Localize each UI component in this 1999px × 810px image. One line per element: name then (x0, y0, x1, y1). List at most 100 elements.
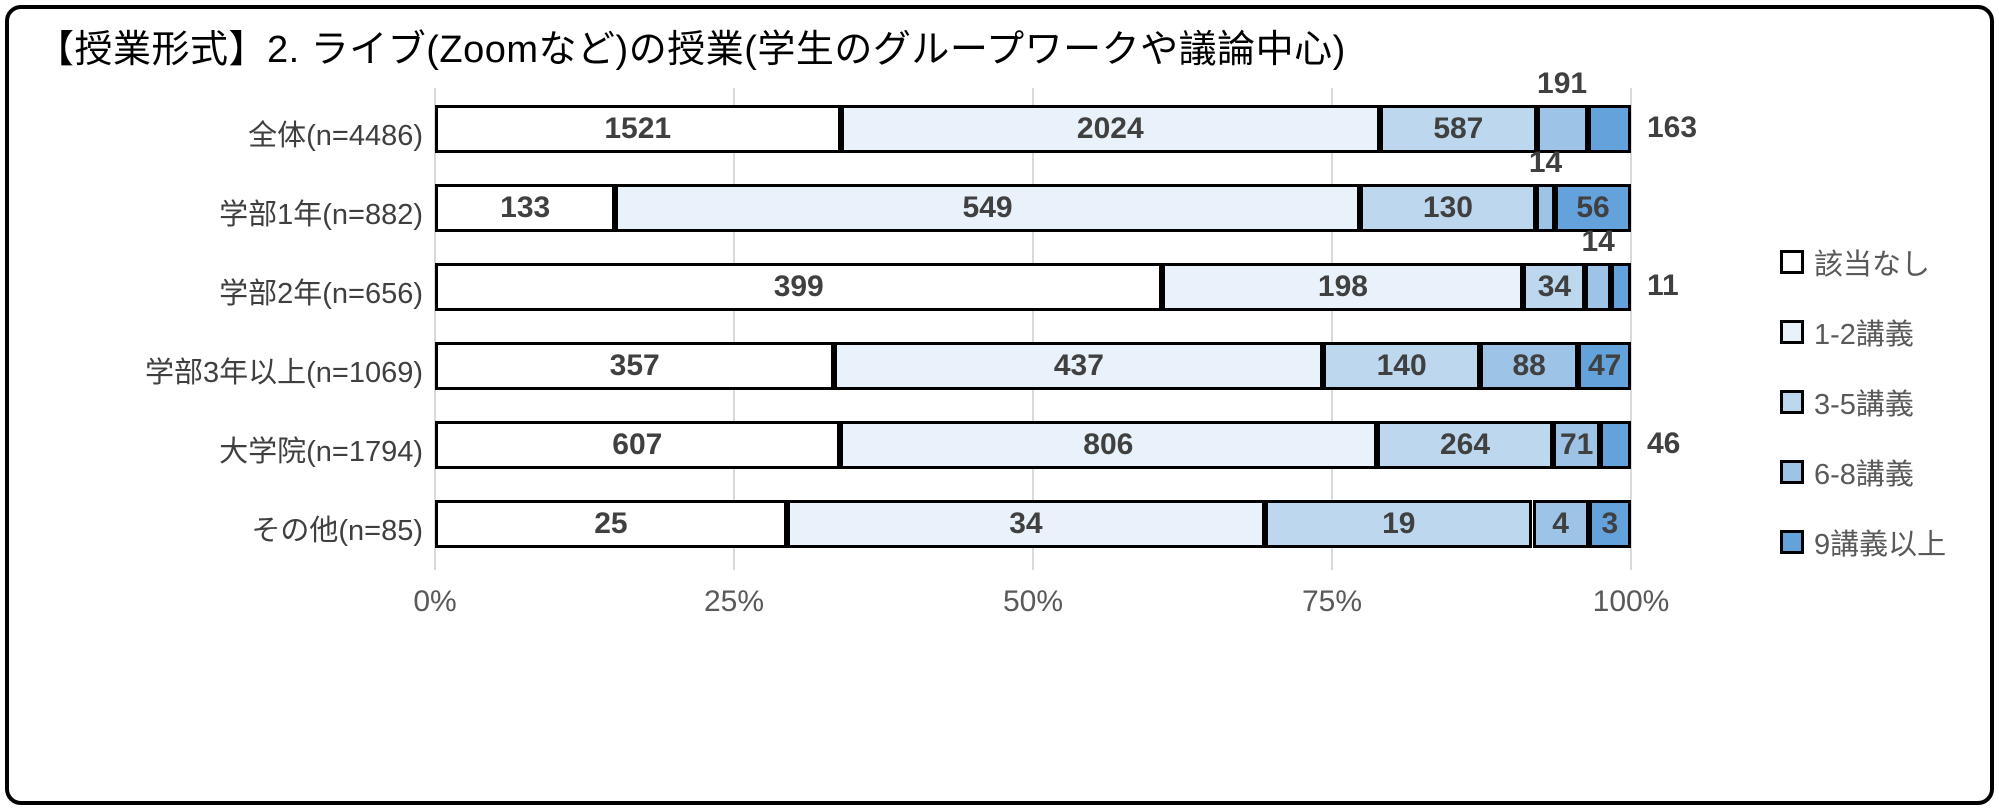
bar-segment-9講義以上: 56 (1555, 184, 1631, 232)
bar-row: 399 198 34 (435, 263, 1631, 311)
legend-swatch (1780, 530, 1804, 554)
bar-segment-1-2講義: 437 (834, 342, 1324, 390)
bar-segment-該当なし: 607 (435, 421, 840, 469)
category-label: 全体(n=4486) (248, 120, 423, 152)
data-label: 19 (1382, 507, 1416, 540)
bar-segment-1-2講義: 34 (786, 500, 1266, 548)
bar-segment-6-8講義 (1536, 105, 1588, 153)
x-tick-label: 0% (413, 585, 457, 618)
legend-label: 6-8講義 (1814, 459, 1914, 491)
data-label: 549 (962, 191, 1013, 224)
data-label-right: 163 (1647, 111, 1698, 144)
gridline-0% (434, 88, 436, 570)
bar-segment-3-5講義: 264 (1377, 421, 1553, 469)
data-label: 47 (1588, 349, 1622, 382)
legend-swatch (1780, 390, 1804, 414)
data-label: 25 (594, 507, 628, 540)
x-tick-label: 50% (1002, 585, 1064, 618)
bar-segment-該当なし: 1521 (435, 105, 841, 153)
bar-row: 25 34 19 4 3 (435, 500, 1631, 548)
bar-segment-6-8講義: 71 (1553, 421, 1601, 469)
gridline-75% (1331, 88, 1333, 570)
data-label: 71 (1559, 428, 1594, 461)
bar-segment-該当なし: 399 (435, 263, 1163, 311)
data-label: 56 (1576, 191, 1610, 224)
bar-segment-3-5講義: 130 (1359, 184, 1537, 232)
bar-segment-該当なし: 133 (435, 184, 616, 232)
data-label: 437 (1053, 349, 1104, 382)
bar-segment-該当なし: 357 (435, 342, 835, 390)
data-label: 3 (1601, 507, 1619, 540)
data-label-above: 191 (1537, 67, 1588, 100)
bar-segment-9講義以上: 47 (1578, 342, 1631, 390)
data-label: 806 (1083, 428, 1134, 461)
bar-segment-3-5講義: 34 (1523, 263, 1586, 311)
data-label: 34 (1537, 270, 1572, 303)
bar-segment-1-2講義: 549 (615, 184, 1360, 232)
data-label: 399 (773, 270, 824, 303)
data-label-right: 46 (1647, 427, 1681, 460)
bar-segment-3-5講義: 140 (1323, 342, 1480, 390)
data-label: 140 (1376, 349, 1427, 382)
bar-segment-6-8講義 (1585, 263, 1611, 311)
category-label: 大学院(n=1794) (219, 436, 423, 468)
data-label: 2024 (1076, 112, 1144, 145)
x-tick-label: 75% (1301, 585, 1363, 618)
chart-title: 【授業形式】2. ライブ(Zoomなど)の授業(学生のグループワークや議論中心) (36, 29, 1346, 71)
legend-item-該当なし: 該当なし (1780, 241, 1930, 283)
gridline-100% (1630, 88, 1632, 570)
bar-segment-6-8講義: 88 (1479, 342, 1579, 390)
data-label: 88 (1512, 349, 1546, 382)
data-label-above: 14 (1581, 225, 1615, 258)
category-label: 学部2年(n=656) (219, 278, 423, 310)
x-tick-label: 25% (703, 585, 765, 618)
data-label: 264 (1439, 428, 1491, 461)
legend-swatch (1780, 320, 1804, 344)
legend-label: 9講義以上 (1814, 529, 1947, 561)
bar-segment-9講義以上 (1587, 105, 1631, 153)
legend-item-3-5講義: 3-5講義 (1780, 381, 1914, 423)
legend-label: 該当なし (1814, 249, 1931, 281)
bar-segment-9講義以上 (1610, 263, 1631, 311)
legend-item-9講義以上: 9講義以上 (1780, 521, 1946, 563)
legend-item-6-8講義: 6-8講義 (1780, 451, 1914, 493)
data-label: 130 (1422, 191, 1473, 224)
bar-segment-9講義以上: 3 (1588, 500, 1631, 548)
bar-row: 133 549 130 56 (435, 184, 1631, 232)
data-label: 1521 (604, 112, 672, 145)
bar-segment-1-2講義: 806 (839, 421, 1377, 469)
category-label: 学部3年以上(n=1069) (144, 357, 423, 389)
data-label-right: 11 (1647, 269, 1679, 302)
bar-row: 607 806 264 71 (435, 421, 1631, 469)
bar-segment-6-8講義: 4 (1532, 500, 1589, 548)
bar-segment-1-2講義: 2024 (840, 105, 1381, 153)
data-label: 607 (612, 428, 663, 461)
legend-swatch (1780, 460, 1804, 484)
category-label: その他(n=85) (251, 515, 423, 547)
data-label-above: 14 (1528, 146, 1563, 179)
bar-segment-3-5講義: 19 (1265, 500, 1533, 548)
data-label: 4 (1552, 507, 1569, 540)
bar-segment-3-5講義: 587 (1380, 105, 1537, 153)
bar-segment-6-8講義 (1536, 184, 1556, 232)
legend-item-1-2講義: 1-2講義 (1780, 311, 1914, 353)
bar-row: 1521 2024 587 (435, 105, 1631, 153)
legend-swatch (1780, 250, 1804, 274)
data-label: 34 (1009, 507, 1043, 540)
bar-row: 357 437 140 88 47 (435, 342, 1631, 390)
data-label: 587 (1433, 112, 1484, 145)
plot-area: 1521 2024 587 191 163 133 549 130 56 14 399 198 34 14… (434, 67, 1697, 570)
gridline-50% (1032, 88, 1034, 570)
category-label: 学部1年(n=882) (219, 199, 423, 231)
x-tick-label: 100% (1592, 585, 1670, 618)
gridline-25% (733, 88, 735, 570)
data-label: 357 (609, 349, 660, 382)
bar-segment-1-2講義: 198 (1162, 263, 1524, 311)
legend-label: 1-2講義 (1814, 319, 1914, 351)
data-label: 133 (500, 191, 551, 224)
legend-label: 3-5講義 (1814, 389, 1914, 421)
bar-segment-該当なし: 25 (435, 500, 787, 548)
bar-segment-9講義以上 (1600, 421, 1631, 469)
data-label: 198 (1317, 270, 1368, 303)
